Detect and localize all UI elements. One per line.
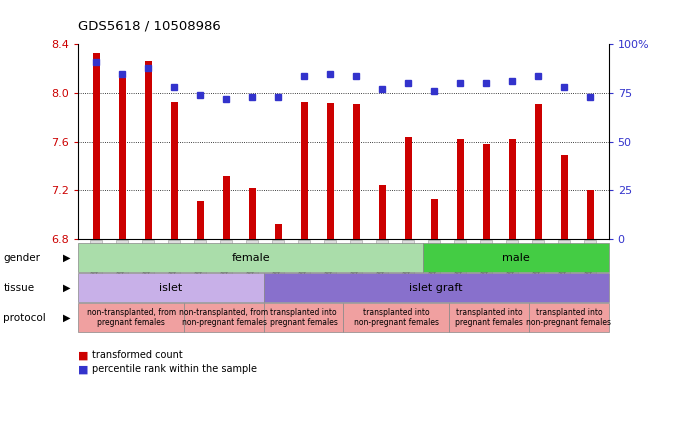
Text: female: female bbox=[231, 253, 270, 263]
Bar bbox=[249, 188, 256, 239]
Bar bbox=[379, 185, 386, 239]
Text: non-transplanted, from
pregnant females: non-transplanted, from pregnant females bbox=[86, 308, 176, 327]
Text: transplanted into
non-pregnant females: transplanted into non-pregnant females bbox=[354, 308, 439, 327]
Text: gender: gender bbox=[3, 253, 40, 263]
Bar bbox=[483, 144, 490, 239]
Bar bbox=[587, 190, 594, 239]
Bar bbox=[119, 79, 126, 239]
Text: GDS5618 / 10508986: GDS5618 / 10508986 bbox=[78, 19, 221, 32]
Text: male: male bbox=[502, 253, 530, 263]
Text: non-transplanted, from
non-pregnant females: non-transplanted, from non-pregnant fema… bbox=[180, 308, 269, 327]
Bar bbox=[171, 102, 177, 239]
Bar bbox=[93, 53, 100, 239]
Text: tissue: tissue bbox=[3, 283, 35, 293]
Bar bbox=[405, 137, 411, 239]
Text: ■: ■ bbox=[78, 364, 88, 374]
Bar bbox=[301, 102, 307, 239]
Text: ▶: ▶ bbox=[63, 253, 70, 263]
Text: islet: islet bbox=[159, 283, 183, 293]
Bar bbox=[145, 61, 152, 239]
Bar bbox=[431, 199, 438, 239]
Text: protocol: protocol bbox=[3, 313, 46, 323]
Text: transformed count: transformed count bbox=[92, 350, 182, 360]
Bar bbox=[509, 139, 515, 239]
Bar bbox=[353, 104, 360, 239]
Bar bbox=[223, 176, 230, 239]
Bar bbox=[535, 104, 542, 239]
Text: percentile rank within the sample: percentile rank within the sample bbox=[92, 364, 257, 374]
Text: transplanted into
non-pregnant females: transplanted into non-pregnant females bbox=[526, 308, 611, 327]
Bar bbox=[197, 201, 203, 239]
Text: islet graft: islet graft bbox=[409, 283, 463, 293]
Text: transplanted into
pregnant females: transplanted into pregnant females bbox=[456, 308, 523, 327]
Bar bbox=[457, 139, 464, 239]
Bar bbox=[561, 155, 568, 239]
Bar bbox=[327, 103, 334, 239]
Text: ▶: ▶ bbox=[63, 283, 70, 293]
Text: ■: ■ bbox=[78, 350, 88, 360]
Bar bbox=[275, 225, 282, 239]
Text: ▶: ▶ bbox=[63, 313, 70, 323]
Text: transplanted into
pregnant females: transplanted into pregnant females bbox=[270, 308, 337, 327]
